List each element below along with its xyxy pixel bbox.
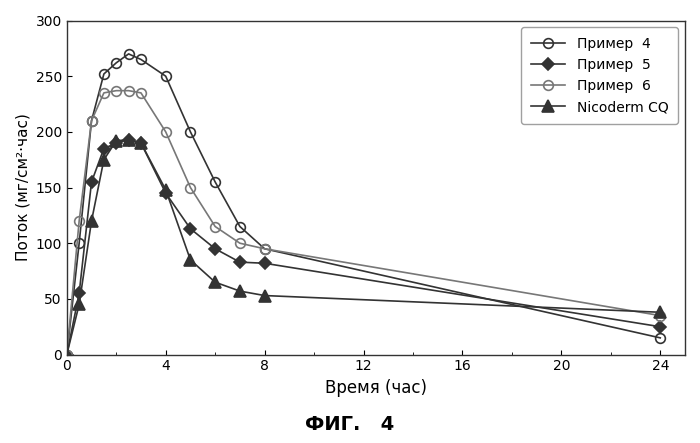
- Пример  4: [186, 129, 195, 135]
- Пример  5: [211, 246, 219, 252]
- Line: Пример  6: Пример 6: [62, 86, 665, 359]
- Пример  4: [112, 60, 120, 66]
- Пример  5: [186, 226, 195, 231]
- Пример  4: [88, 118, 96, 124]
- Nicoderm CQ: [136, 140, 145, 146]
- Пример  5: [62, 352, 71, 357]
- Y-axis label: Поток (мг/см²·час): Поток (мг/см²·час): [15, 113, 30, 261]
- Пример  6: [99, 90, 108, 96]
- Пример  5: [136, 140, 145, 146]
- Пример  6: [125, 88, 133, 93]
- Nicoderm CQ: [125, 137, 133, 142]
- Пример  6: [186, 185, 195, 190]
- X-axis label: Время (час): Время (час): [325, 379, 427, 397]
- Пример  4: [99, 71, 108, 77]
- Пример  6: [112, 88, 120, 93]
- Пример  6: [260, 246, 269, 252]
- Nicoderm CQ: [260, 293, 269, 298]
- Пример  6: [75, 218, 83, 224]
- Nicoderm CQ: [211, 280, 219, 285]
- Nicoderm CQ: [75, 302, 83, 307]
- Пример  4: [75, 241, 83, 246]
- Пример  6: [88, 118, 96, 124]
- Пример  4: [125, 51, 133, 57]
- Line: Пример  5: Пример 5: [62, 136, 664, 359]
- Пример  5: [260, 260, 269, 266]
- Пример  4: [162, 74, 170, 79]
- Пример  6: [62, 352, 71, 357]
- Legend: Пример  4, Пример  5, Пример  6, Nicoderm CQ: Пример 4, Пример 5, Пример 6, Nicoderm C…: [521, 27, 678, 124]
- Line: Пример  4: Пример 4: [62, 49, 665, 359]
- Пример  5: [162, 190, 170, 196]
- Пример  6: [236, 241, 244, 246]
- Пример  4: [136, 57, 145, 62]
- Пример  6: [162, 129, 170, 135]
- Пример  5: [125, 137, 133, 142]
- Nicoderm CQ: [656, 310, 664, 315]
- Пример  5: [88, 179, 96, 185]
- Пример  4: [211, 179, 219, 185]
- Nicoderm CQ: [162, 187, 170, 192]
- Пример  6: [211, 224, 219, 229]
- Nicoderm CQ: [186, 257, 195, 263]
- Nicoderm CQ: [112, 138, 120, 144]
- Пример  4: [656, 335, 664, 341]
- Nicoderm CQ: [236, 288, 244, 294]
- Пример  5: [75, 291, 83, 296]
- Пример  5: [112, 140, 120, 146]
- Пример  5: [236, 260, 244, 265]
- Line: Nicoderm CQ: Nicoderm CQ: [61, 134, 666, 360]
- Nicoderm CQ: [88, 218, 96, 224]
- Пример  5: [99, 146, 108, 151]
- Пример  4: [260, 246, 269, 252]
- Пример  6: [656, 313, 664, 318]
- Пример  6: [136, 90, 145, 96]
- Пример  5: [656, 324, 664, 330]
- Nicoderm CQ: [62, 352, 71, 357]
- Nicoderm CQ: [99, 157, 108, 162]
- Пример  4: [62, 352, 71, 357]
- Text: ФИГ.   4: ФИГ. 4: [305, 415, 395, 434]
- Пример  4: [236, 224, 244, 229]
